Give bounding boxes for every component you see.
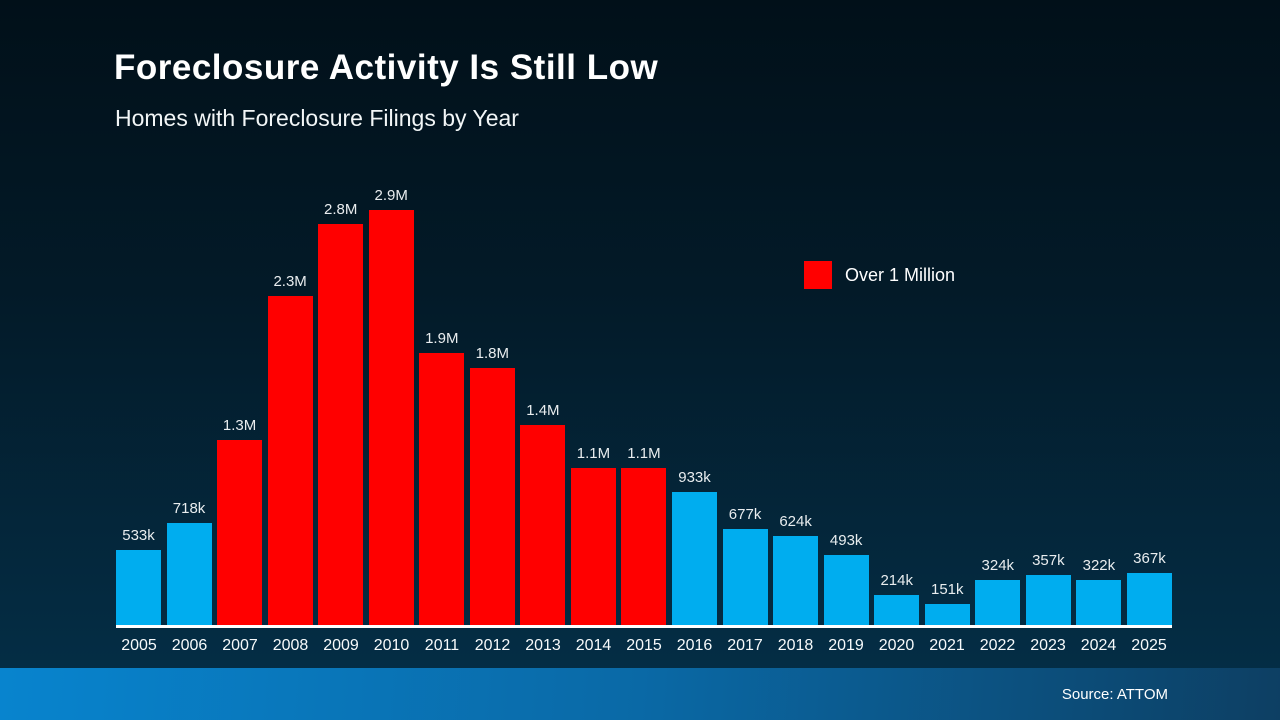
bar-value-label: 624k bbox=[779, 513, 812, 530]
bar bbox=[874, 595, 920, 626]
bar-column: 718k bbox=[166, 500, 212, 626]
bar-column: 214k bbox=[874, 572, 920, 626]
bar bbox=[1126, 573, 1172, 626]
legend-label: Over 1 Million bbox=[845, 264, 956, 285]
source-attribution: Source: ATTOM bbox=[1061, 685, 1168, 703]
bar-value-label: 933k bbox=[678, 469, 711, 486]
x-axis-label: 2014 bbox=[575, 637, 612, 654]
bar-value-label: 367k bbox=[1133, 550, 1166, 567]
x-axis-label: 2010 bbox=[373, 637, 410, 654]
bar-chart: 533k 718k 1.3M 2.3M 2.8M 2.9M 1.9M 1.8M 1.4M 1.1M… bbox=[116, 186, 1172, 626]
x-axis-label: 2005 bbox=[121, 637, 157, 654]
bar-value-label: 1.4M bbox=[526, 402, 560, 419]
bar-value-label: 1.1M bbox=[627, 445, 661, 462]
bar-column: 533k bbox=[116, 527, 161, 626]
bar-column: 1.3M bbox=[217, 417, 263, 626]
bar-value-label: 357k bbox=[1032, 552, 1065, 569]
x-axis-label: 2006 bbox=[171, 637, 208, 654]
legend: Over 1 Million bbox=[804, 261, 955, 289]
x-axis-label: 2013 bbox=[525, 637, 561, 654]
bar-value-label: 533k bbox=[122, 527, 155, 544]
bar-value-label: 2.9M bbox=[374, 187, 408, 204]
bar-column: 367k bbox=[1126, 550, 1172, 626]
bar bbox=[621, 468, 667, 626]
bar-value-label: 1.8M bbox=[475, 345, 509, 362]
x-axis-label: 2016 bbox=[676, 637, 713, 654]
bar-column: 493k bbox=[823, 532, 869, 626]
bar bbox=[267, 296, 313, 626]
bar bbox=[217, 440, 263, 626]
bar bbox=[116, 550, 161, 626]
bar-group: 533k 718k 1.3M 2.3M 2.8M 2.9M 1.9M 1.8M 1.4M 1.1M… bbox=[116, 186, 1172, 626]
x-axis-label: 2021 bbox=[929, 637, 965, 654]
bar-value-label: 214k bbox=[880, 572, 913, 589]
x-axis-label: 2019 bbox=[828, 637, 864, 654]
bar bbox=[570, 468, 616, 626]
x-axis-label: 2015 bbox=[626, 637, 662, 654]
bar-column: 1.4M bbox=[520, 402, 566, 626]
footer-bar: Source: ATTOM bbox=[0, 668, 1280, 720]
bar bbox=[672, 492, 718, 626]
x-axis-label: 2025 bbox=[1131, 637, 1167, 654]
legend-swatch-red bbox=[804, 261, 832, 289]
bar-column: 933k bbox=[672, 469, 718, 626]
x-axis-label: 2018 bbox=[777, 637, 814, 654]
bar-value-label: 1.1M bbox=[576, 445, 611, 462]
bar-column: 357k bbox=[1025, 552, 1071, 626]
bar bbox=[469, 368, 515, 626]
bar-column: 624k bbox=[773, 513, 819, 626]
x-axis-line bbox=[116, 625, 1172, 628]
bar-value-label: 324k bbox=[981, 557, 1015, 574]
bar-value-label: 718k bbox=[172, 500, 206, 517]
bar-column: 322k bbox=[1076, 557, 1122, 626]
bar bbox=[823, 555, 869, 626]
bar-column: 2.9M bbox=[368, 187, 414, 626]
bar-column: 2.3M bbox=[267, 273, 313, 626]
x-axis-label: 2023 bbox=[1030, 637, 1066, 654]
bar bbox=[773, 536, 819, 626]
page-title: Foreclosure Activity Is Still Low bbox=[114, 48, 659, 87]
bar bbox=[368, 210, 414, 626]
x-axis-label: 2008 bbox=[272, 637, 309, 654]
bar-column: 1.1M bbox=[621, 445, 667, 626]
bar-column: 1.9M bbox=[419, 330, 465, 626]
x-axis-label: 2024 bbox=[1080, 637, 1117, 654]
x-axis-labels: 2005 2006 2007 2008 2009 2010 2011 2012 2013 2014… bbox=[116, 637, 1172, 655]
bar-column: 324k bbox=[975, 557, 1021, 626]
bar-column: 1.8M bbox=[469, 345, 515, 626]
bar bbox=[1076, 580, 1122, 626]
x-axis-label: 2011 bbox=[424, 637, 460, 654]
bar bbox=[520, 425, 566, 626]
x-axis-label: 2009 bbox=[323, 637, 359, 654]
bar bbox=[722, 529, 768, 626]
x-axis-label: 2007 bbox=[222, 637, 258, 654]
bar bbox=[318, 224, 364, 626]
bar-column: 151k bbox=[924, 581, 970, 626]
x-axis-label: 2012 bbox=[474, 637, 511, 654]
bar-value-label: 151k bbox=[930, 581, 964, 598]
bar-value-label: 2.3M bbox=[273, 273, 307, 290]
bar-value-label: 2.8M bbox=[324, 201, 358, 218]
x-axis-label: 2022 bbox=[979, 637, 1016, 654]
bar bbox=[924, 604, 970, 626]
x-axis-label: 2017 bbox=[727, 637, 763, 654]
x-axis-label: 2020 bbox=[878, 637, 915, 654]
bar bbox=[419, 353, 465, 626]
bar-value-label: 322k bbox=[1082, 557, 1116, 574]
page-subtitle: Homes with Foreclosure Filings by Year bbox=[115, 105, 519, 131]
bar bbox=[975, 580, 1021, 626]
bar-column: 1.1M bbox=[570, 445, 616, 626]
bar-value-label: 1.3M bbox=[222, 417, 257, 434]
bar bbox=[166, 523, 212, 626]
bar-column: 677k bbox=[722, 506, 768, 626]
bar-value-label: 1.9M bbox=[425, 330, 459, 347]
bar bbox=[1025, 575, 1071, 626]
bar-value-label: 677k bbox=[728, 506, 762, 523]
bar-value-label: 493k bbox=[829, 532, 863, 549]
bar-column: 2.8M bbox=[318, 201, 364, 626]
